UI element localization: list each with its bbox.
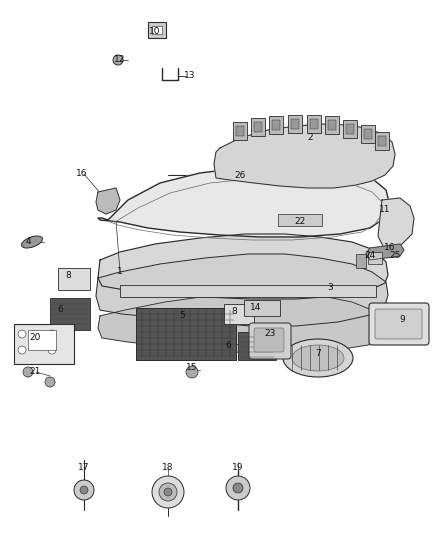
Bar (375, 132, 389, 150)
Circle shape (48, 330, 56, 338)
Text: 19: 19 (232, 464, 244, 472)
Bar (233, 122, 247, 140)
Bar (346, 124, 354, 134)
Text: 16: 16 (76, 169, 88, 179)
Circle shape (226, 476, 250, 500)
Bar (368, 252, 382, 264)
Ellipse shape (292, 345, 344, 371)
FancyBboxPatch shape (249, 323, 291, 359)
Bar (58, 268, 90, 290)
Text: 5: 5 (179, 311, 185, 320)
FancyBboxPatch shape (254, 328, 284, 352)
Bar (343, 120, 357, 138)
Circle shape (113, 55, 123, 65)
Text: 20: 20 (29, 334, 41, 343)
Bar (278, 214, 322, 226)
Bar (28, 330, 56, 350)
Bar (356, 254, 366, 268)
Text: 1: 1 (117, 268, 123, 277)
Circle shape (18, 330, 26, 338)
Circle shape (164, 488, 172, 496)
Text: 12: 12 (114, 55, 126, 64)
Bar (50, 298, 90, 330)
Text: 3: 3 (327, 284, 333, 293)
Bar (238, 332, 276, 360)
Text: 13: 13 (184, 71, 196, 80)
Text: 6: 6 (57, 305, 63, 314)
FancyBboxPatch shape (369, 303, 429, 345)
Bar (288, 115, 302, 133)
Bar (224, 304, 254, 324)
Text: 2: 2 (307, 133, 313, 142)
Bar (310, 119, 318, 129)
Polygon shape (96, 188, 120, 214)
Polygon shape (98, 168, 390, 237)
Text: 24: 24 (364, 252, 376, 261)
Text: 21: 21 (29, 367, 41, 376)
Polygon shape (378, 198, 414, 252)
Bar (14, 324, 74, 364)
Bar (148, 22, 166, 38)
Bar (307, 115, 321, 133)
Circle shape (186, 366, 198, 378)
Bar (325, 116, 339, 134)
Bar (236, 126, 244, 136)
Text: 9: 9 (399, 316, 405, 325)
Text: 4: 4 (25, 238, 31, 246)
Bar (136, 308, 236, 360)
Circle shape (48, 346, 56, 354)
Text: 11: 11 (379, 206, 391, 214)
Polygon shape (214, 124, 395, 188)
Text: 14: 14 (250, 303, 261, 312)
Bar (378, 136, 386, 146)
Polygon shape (366, 244, 404, 260)
Circle shape (152, 476, 184, 508)
Circle shape (18, 346, 26, 354)
Bar (120, 285, 376, 297)
Circle shape (74, 480, 94, 500)
Bar (291, 119, 299, 129)
Bar (269, 116, 283, 134)
Text: 7: 7 (315, 349, 321, 358)
Text: 23: 23 (264, 329, 276, 338)
Text: 8: 8 (65, 271, 71, 280)
Text: 22: 22 (294, 217, 306, 227)
Ellipse shape (21, 236, 42, 248)
Bar (328, 120, 336, 130)
Text: 16: 16 (384, 244, 396, 253)
Bar (254, 122, 262, 132)
Text: 26: 26 (234, 171, 246, 180)
Circle shape (159, 483, 177, 501)
Circle shape (80, 486, 88, 494)
FancyBboxPatch shape (375, 309, 422, 339)
Polygon shape (96, 254, 388, 326)
Polygon shape (98, 292, 386, 353)
Text: 10: 10 (149, 28, 161, 36)
Bar (251, 118, 265, 136)
Text: 18: 18 (162, 464, 174, 472)
Text: 15: 15 (186, 364, 198, 373)
Bar (244, 300, 280, 316)
Bar (361, 125, 375, 143)
Text: 25: 25 (389, 252, 401, 261)
Circle shape (233, 483, 243, 493)
Bar (272, 120, 280, 130)
Bar (152, 26, 162, 34)
Text: 6: 6 (225, 341, 231, 350)
Ellipse shape (283, 339, 353, 377)
Bar (364, 129, 372, 139)
Text: 8: 8 (231, 308, 237, 317)
Circle shape (23, 367, 33, 377)
Polygon shape (98, 234, 388, 299)
Circle shape (45, 377, 55, 387)
Text: 17: 17 (78, 464, 90, 472)
